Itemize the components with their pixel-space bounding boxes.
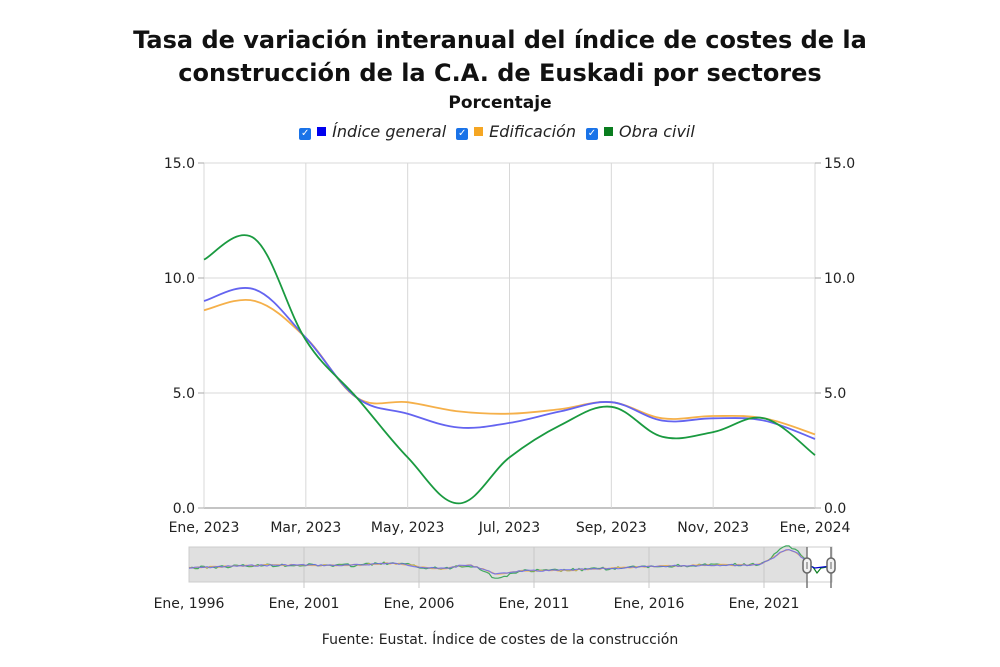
navigator-tick-label: Ene, 2006 [384, 596, 455, 612]
navigator-series-2 [188, 545, 808, 579]
y-tick-label: 10.0 [824, 271, 855, 287]
legend-swatch [474, 127, 484, 136]
y-tick-label: 5.0 [173, 386, 195, 402]
checkbox-checked-icon[interactable]: ✓ [586, 127, 598, 140]
navigator-series-0 [189, 549, 808, 575]
navigator-handle-right[interactable] [826, 547, 836, 588]
chart-subtitle: Porcentaje [448, 93, 552, 113]
grid [203, 162, 816, 509]
y-tick-label: 5.0 [824, 386, 846, 402]
legend-item-edificacion[interactable]: ✓ Edificación [456, 122, 576, 141]
y-tick-label: 15.0 [824, 156, 855, 172]
navigator-tick-label: Ene, 2021 [729, 596, 800, 612]
chart-title-line-1: Tasa de variación interanual del índice … [133, 26, 867, 54]
legend-label: Índice general [332, 122, 447, 141]
navigator-handle-left[interactable] [802, 547, 812, 588]
x-tick-label: Ene, 2023 [169, 520, 240, 536]
x-tick-label: Mar, 2023 [270, 520, 341, 536]
source-footer: Fuente: Eustat. Índice de costes de la c… [321, 632, 679, 648]
legend-label: Obra civil [619, 122, 695, 141]
x-tick-label: Ene, 2024 [780, 520, 851, 536]
checkbox-checked-icon[interactable]: ✓ [456, 127, 469, 140]
x-tick-label: May, 2023 [371, 520, 444, 536]
y-tick-label: 0.0 [173, 501, 195, 517]
y-tick-label: 15.0 [164, 156, 195, 172]
y-tick-label: 10.0 [164, 271, 195, 287]
series-lines [203, 234, 816, 505]
legend-swatch [604, 127, 613, 136]
navigator-tick-label: Ene, 2016 [614, 596, 685, 612]
navigator[interactable] [188, 545, 836, 588]
navigator-axis: Ene, 1996 Ene, 2001 Ene, 2006 Ene, 2011 Ene,… [154, 596, 800, 612]
x-tick-label: Nov, 2023 [677, 520, 749, 536]
legend: ✓ Índice general ✓ Edificación ✓ Obra ci… [0, 122, 1000, 141]
checkbox-checked-icon[interactable]: ✓ [299, 127, 312, 140]
x-tick-label: Sep, 2023 [576, 520, 647, 536]
y-tick-label: 0.0 [824, 501, 846, 517]
legend-swatch [317, 127, 327, 136]
y-axis-right: 0.0 5.0 10.0 15.0 [815, 156, 855, 517]
legend-item-indice-general[interactable]: ✓ Índice general [299, 122, 446, 141]
legend-label: Edificación [489, 122, 576, 141]
navigator-tick-label: Ene, 2001 [269, 596, 340, 612]
chart-title-line-2: construcción de la C.A. de Euskadi por s… [178, 59, 822, 87]
x-axis: Ene, 2023 Mar, 2023 May, 2023 Jul, 2023 Sep,… [169, 520, 851, 536]
legend-item-obra-civil[interactable]: ✓ Obra civil [586, 122, 695, 141]
chart-title: Tasa de variación interanual del índice … [0, 24, 1000, 90]
navigator-tick-label: Ene, 1996 [154, 596, 225, 612]
navigator-tick-label: Ene, 2011 [499, 596, 570, 612]
x-tick-label: Jul, 2023 [478, 520, 540, 536]
y-axis-left: 0.0 5.0 10.0 15.0 [164, 156, 204, 517]
